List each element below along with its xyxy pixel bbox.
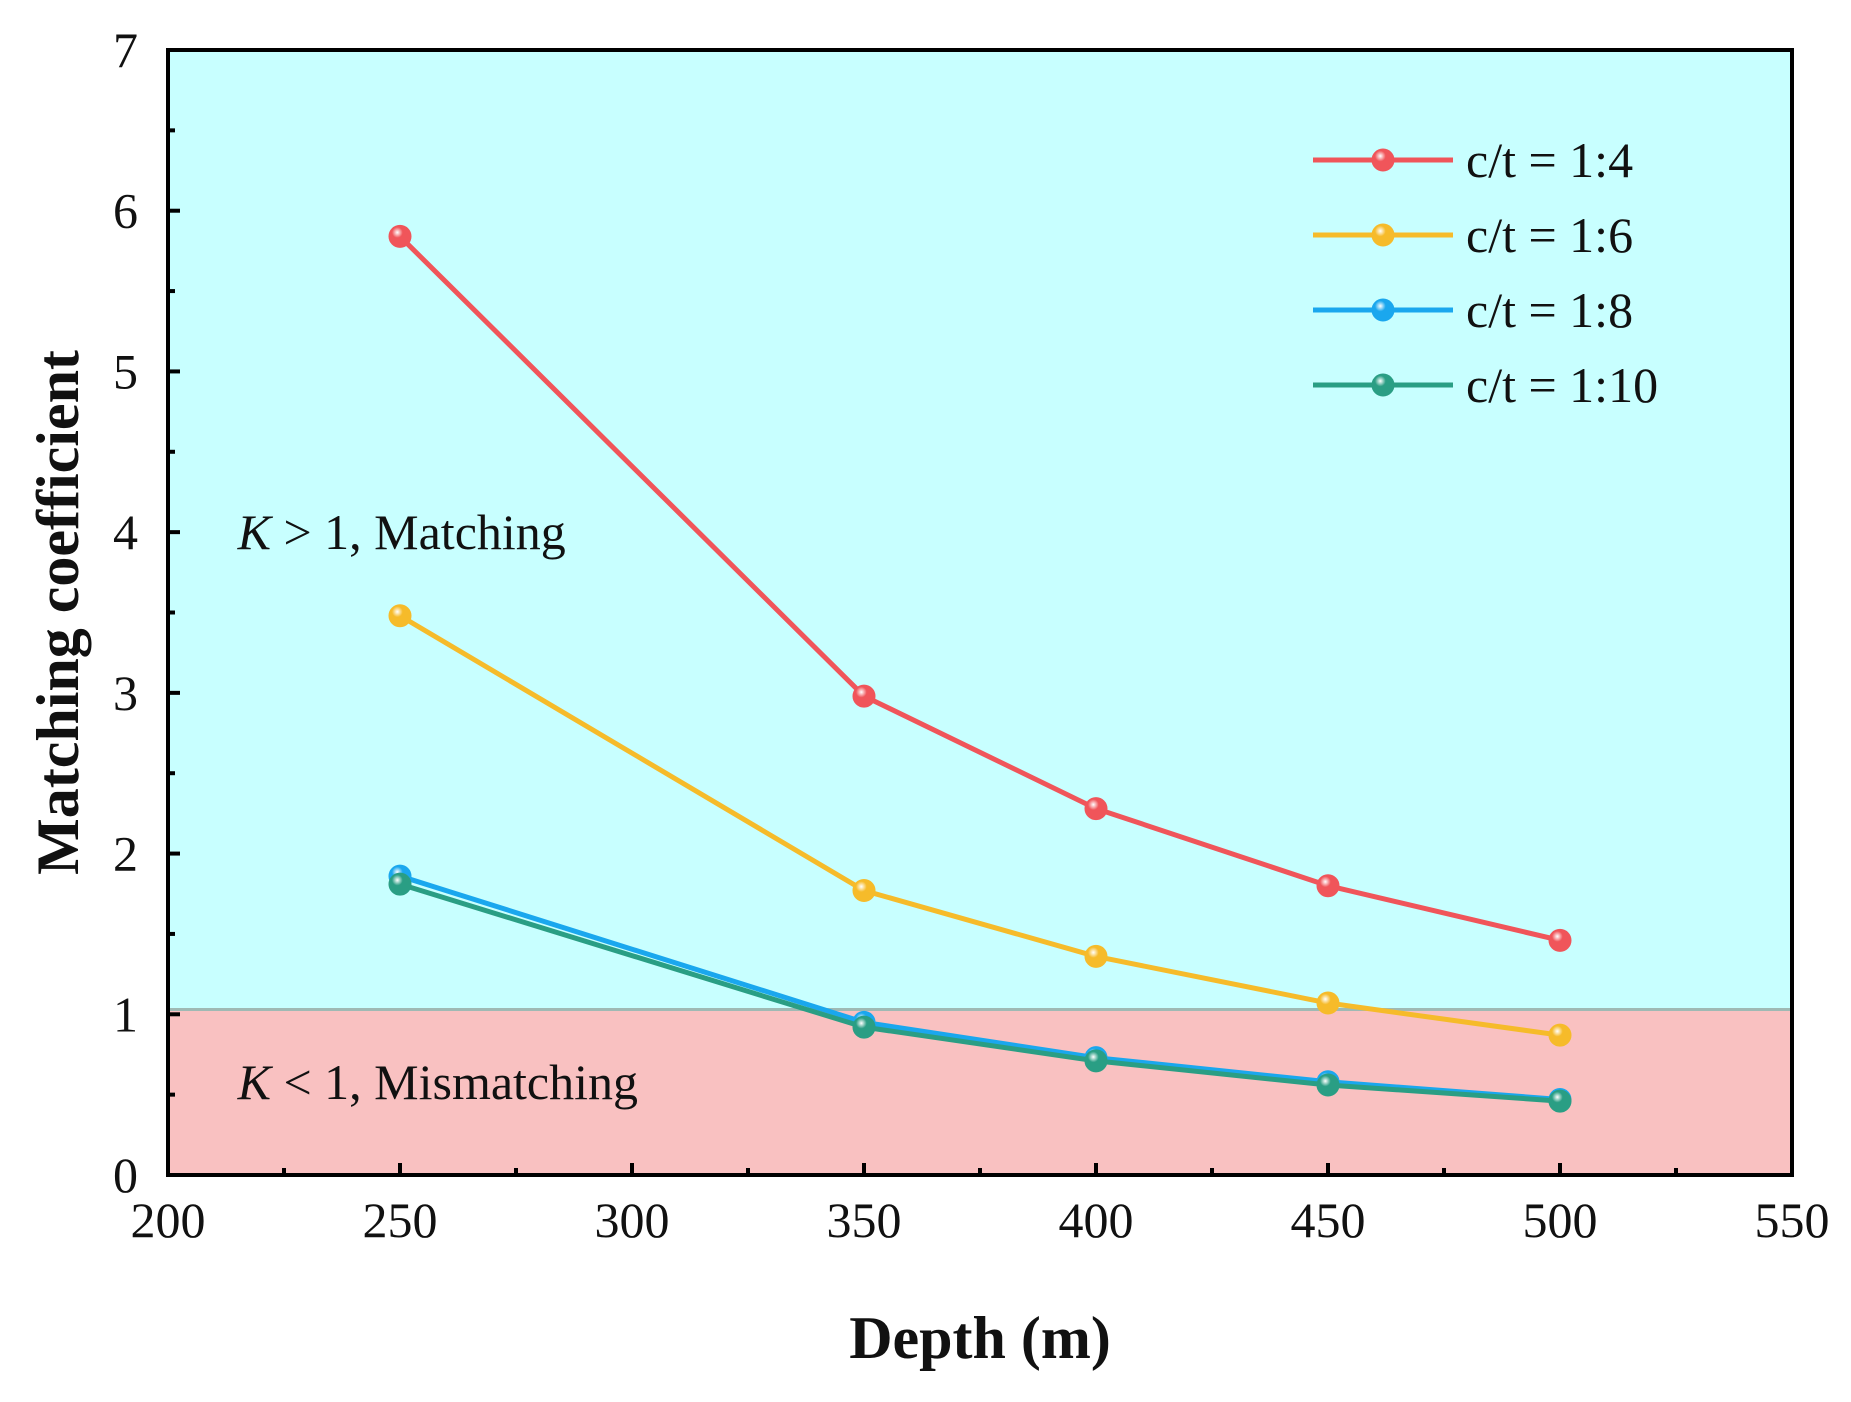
legend-label: c/t = 1:10 — [1466, 357, 1658, 413]
x-tick-label: 250 — [363, 1192, 438, 1248]
series-2 — [388, 604, 1572, 1047]
data-point — [388, 604, 412, 628]
data-point — [1316, 991, 1340, 1015]
data-point — [1084, 797, 1108, 821]
legend-swatch-marker — [1371, 298, 1395, 322]
y-tick-label: 5 — [113, 343, 138, 399]
x-tick-label: 400 — [1059, 1192, 1134, 1248]
legend-label: c/t = 1:4 — [1466, 132, 1633, 188]
legend-item: c/t = 1:10 — [1313, 357, 1658, 413]
data-point — [852, 684, 876, 708]
series-layer — [388, 224, 1572, 1113]
region-label-text: < 1, Mismatching — [271, 1054, 638, 1110]
legend-item: c/t = 1:4 — [1313, 132, 1633, 188]
x-tick-label: 500 — [1523, 1192, 1598, 1248]
y-tick-label: 2 — [113, 826, 138, 882]
y-tick-label: 6 — [113, 183, 138, 239]
legend-label: c/t = 1:6 — [1466, 207, 1633, 263]
region-label-matching: K > 1, Matching — [237, 504, 566, 560]
data-point — [1548, 1023, 1572, 1047]
region-label-symbol: K — [237, 1054, 274, 1110]
y-axis-title: Matching coefficient — [25, 350, 91, 875]
x-tick-label: 450 — [1291, 1192, 1366, 1248]
data-point — [1316, 874, 1340, 898]
region-matching — [168, 50, 1792, 1010]
legend-item: c/t = 1:8 — [1313, 282, 1633, 338]
region-label-mismatching: K < 1, Mismatching — [237, 1054, 638, 1110]
axes-layer: 200 250 300 350 400 450 500 550 0 1 2 3 4 5 6 7 Depth (m… — [25, 22, 1830, 1371]
y-tick-label: 0 — [113, 1147, 138, 1203]
data-point — [1316, 1073, 1340, 1097]
legend-item: c/t = 1:6 — [1313, 207, 1633, 263]
region-label-text: > 1, Matching — [271, 504, 566, 560]
data-point — [1548, 1089, 1572, 1113]
legend-label: c/t = 1:8 — [1466, 282, 1633, 338]
y-tick-label: 4 — [113, 504, 138, 560]
x-axis-title: Depth (m) — [849, 1305, 1111, 1371]
y-tick-label: 1 — [113, 986, 138, 1042]
data-point — [1084, 1049, 1108, 1073]
x-tick-label: 550 — [1755, 1192, 1830, 1248]
data-point — [388, 224, 412, 248]
series-4 — [388, 872, 1572, 1113]
legend-swatch-marker — [1371, 373, 1395, 397]
legend-swatch-marker — [1371, 148, 1395, 172]
data-point — [852, 1015, 876, 1039]
data-point — [388, 872, 412, 896]
region-label-symbol: K — [237, 504, 274, 560]
y-tick-label: 3 — [113, 665, 138, 721]
x-tick-label: 350 — [827, 1192, 902, 1248]
y-tick-label: 7 — [113, 22, 138, 78]
series-1 — [388, 224, 1572, 952]
legend-swatch-marker — [1371, 223, 1395, 247]
region-mismatching — [168, 1009, 1792, 1175]
x-tick-label: 300 — [595, 1192, 670, 1248]
x-tick-label: 200 — [131, 1192, 206, 1248]
legend: c/t = 1:4 c/t = 1:6 c/t = 1:8 c/t = 1:10 — [1313, 132, 1658, 413]
data-point — [852, 879, 876, 903]
data-point — [1084, 944, 1108, 968]
data-point — [1548, 928, 1572, 952]
